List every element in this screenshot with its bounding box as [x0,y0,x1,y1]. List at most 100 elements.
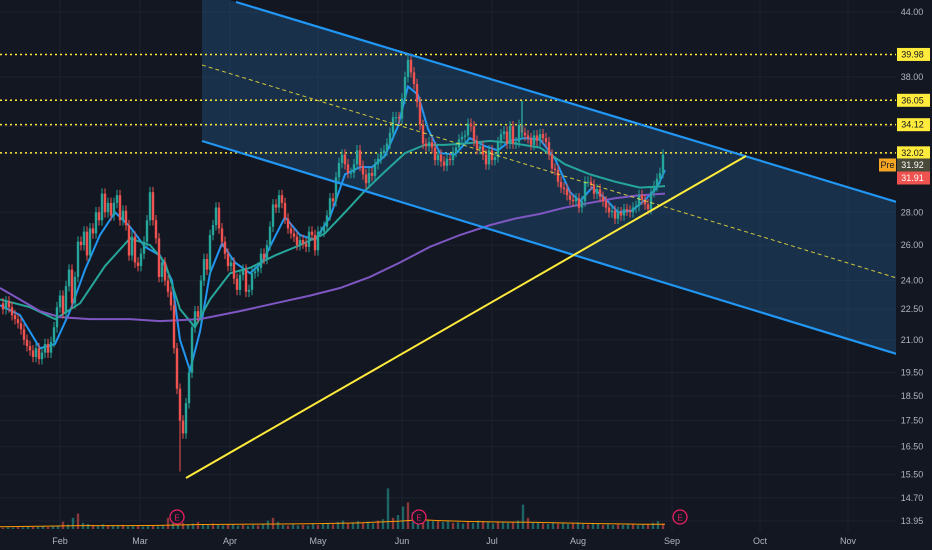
candle-body [514,142,518,144]
candle-body [379,153,383,159]
volume-bar [351,522,355,529]
candle-body [19,323,23,330]
candle-body [580,201,584,208]
x-tick-label: Sep [664,536,680,546]
candle-body [523,132,527,136]
x-tick-label: Feb [52,536,68,546]
volume-bar [181,522,185,529]
candle-body [262,253,266,259]
volume-bar [421,519,425,529]
volume-bar [601,524,605,529]
candle-body [376,158,380,165]
candle-body [319,231,323,233]
volume-bar [36,526,40,529]
volume-bar [11,527,15,529]
candle-body [565,189,569,196]
candle-body [349,172,353,174]
candle-body [85,231,89,256]
candle-body [409,59,413,73]
volume-bar [201,524,205,529]
x-tick-label: Oct [753,536,768,546]
volume-bar [396,515,400,529]
volume-bar [481,521,485,529]
volume-bar [166,517,170,529]
candle-body [568,195,572,200]
candle-body [292,233,296,237]
volume-bar [271,517,275,529]
volume-bar [556,523,560,529]
candle-body [511,126,515,144]
candle-body [541,134,545,139]
volume-bar [191,523,195,529]
regression-channel [202,0,900,355]
candle-body [484,154,488,165]
volume-bar [596,523,600,529]
volume-bar [341,520,345,529]
candle-body [124,210,128,226]
candle-body [76,241,80,277]
candle-body [37,348,41,360]
volume-bar [611,525,615,529]
candle-body [244,269,248,292]
x-tick-label: Aug [570,536,586,546]
candle-body [136,262,140,267]
candle-body [103,193,107,213]
level-tag-label: 32.02 [901,148,924,158]
volume-bar [551,522,555,529]
volume-bar [516,520,520,529]
candle-body [469,123,473,127]
candle-body [82,231,86,246]
volume-bar [216,524,220,529]
volume-bar [211,523,215,529]
candle-body [286,218,290,229]
candle-body [208,235,212,270]
volume-bar [136,525,140,529]
grid-lines [0,0,896,532]
volume-bar [521,504,525,529]
volume-bar [571,523,575,529]
price-levels [0,53,896,154]
level-tag-label: 39.98 [901,49,924,59]
candle-body [526,135,530,139]
candle-body [181,420,185,434]
candle-body [388,132,392,144]
volume-bar [311,523,315,529]
candle-body [253,271,257,274]
volume-bar [646,523,650,529]
volume-bar [221,525,225,529]
candle-body [289,228,293,234]
volume-bar [141,526,145,529]
volume-bar [146,525,150,529]
volume-bar [281,525,285,529]
candle-body [445,158,449,166]
x-tick-label: Apr [223,536,237,546]
candle-body [307,231,311,247]
volume-bar [441,522,445,529]
earnings-marker [672,509,688,525]
price-tag-label: 31.92 [901,160,924,170]
candle-body [52,327,56,342]
candle-body [397,117,401,119]
volume-bar [316,525,320,529]
candle-body [277,195,281,208]
volume-bar [661,523,665,529]
candle-body [166,280,170,292]
candle-body [214,207,218,226]
volume-bar [526,517,530,529]
candle-body [478,146,482,149]
candle-body [304,243,308,247]
y-tick-label: 16.50 [901,442,924,452]
candle-body [652,186,656,193]
volume-bar [26,526,30,529]
candle-body [91,228,95,234]
candle-body [406,59,410,77]
volume-bar [501,522,505,529]
x-tick-label: May [309,536,327,546]
candle-body [223,241,227,254]
candle-body [211,225,215,236]
candle-body [334,177,338,202]
candle-body [34,348,38,357]
candle-body [7,301,11,308]
candle-body [646,204,650,210]
